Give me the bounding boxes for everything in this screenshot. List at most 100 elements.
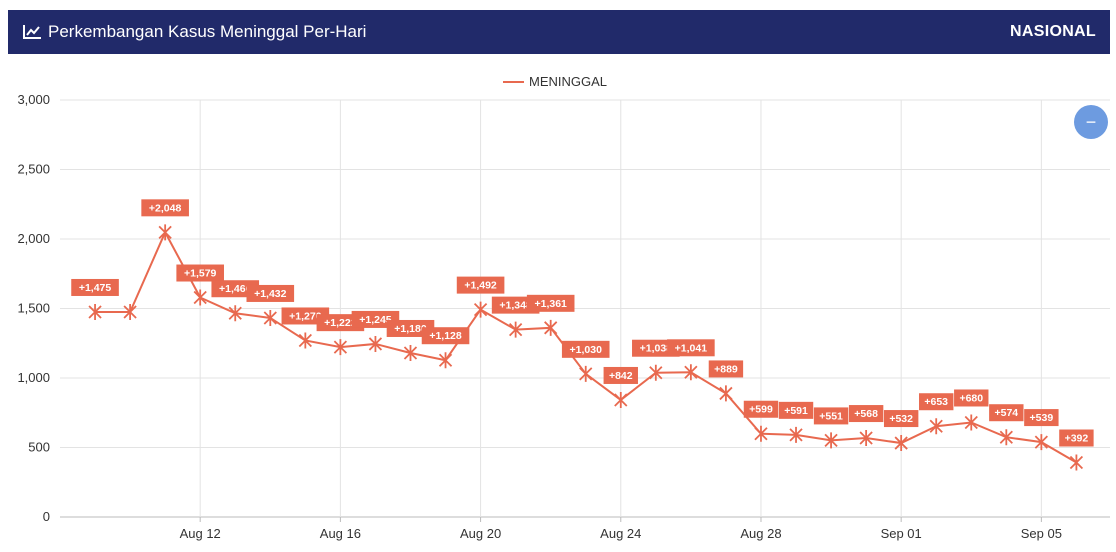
scope-label: NASIONAL <box>1010 23 1096 40</box>
svg-text:+568: +568 <box>854 408 878 420</box>
data-label: +2,048 <box>141 199 189 217</box>
y-tick-label: 3,000 <box>17 92 50 107</box>
svg-text:+1,579: +1,579 <box>184 268 217 280</box>
data-point[interactable] <box>614 391 628 408</box>
chart-title: Perkembangan Kasus Meninggal Per-Hari <box>48 22 367 41</box>
svg-text:+1,222: +1,222 <box>324 317 357 329</box>
data-label: +842 <box>603 366 638 384</box>
data-point[interactable] <box>473 301 488 318</box>
data-label: +1,041 <box>667 339 715 357</box>
data-label: +889 <box>708 360 744 378</box>
data-label: +1,361 <box>526 294 575 312</box>
svg-text:+842: +842 <box>609 370 633 382</box>
data-label: +392 <box>1059 429 1094 447</box>
svg-text:+574: +574 <box>994 407 1018 419</box>
y-tick-label: 2,000 <box>17 231 50 246</box>
svg-text:+539: +539 <box>1030 412 1054 424</box>
data-point[interactable] <box>1069 454 1084 471</box>
data-point[interactable] <box>859 430 873 447</box>
chart-header: Perkembangan Kasus Meninggal Per-Hari NA… <box>8 10 1110 54</box>
x-tick-label: Aug 24 <box>600 526 641 541</box>
grid-lines <box>60 99 1110 518</box>
svg-text:+680: +680 <box>959 392 983 404</box>
data-label: +1,579 <box>176 264 224 282</box>
minus-icon: − <box>1085 112 1097 132</box>
svg-text:+551: +551 <box>819 410 843 422</box>
data-point[interactable] <box>193 289 207 306</box>
svg-text:+1,348: +1,348 <box>499 300 532 312</box>
header-title-group: Perkembangan Kasus Meninggal Per-Hari <box>22 22 366 42</box>
data-point[interactable] <box>579 365 593 382</box>
data-label: +653 <box>919 393 954 411</box>
svg-text:+1,038: +1,038 <box>640 343 673 355</box>
data-point[interactable] <box>438 352 453 369</box>
data-point[interactable] <box>368 335 383 352</box>
data-label: +539 <box>1024 409 1059 427</box>
data-label: +568 <box>848 405 884 423</box>
svg-text:+1,030: +1,030 <box>570 344 603 356</box>
y-axis: 0 500 1,000 1,500 2,000 2,500 3,000 <box>17 92 50 524</box>
svg-text:+1,245: +1,245 <box>359 314 392 326</box>
data-point[interactable] <box>649 364 663 381</box>
y-tick-label: 1,500 <box>17 301 50 316</box>
svg-text:+1,361: +1,361 <box>534 298 567 310</box>
svg-text:+1,492: +1,492 <box>464 280 497 292</box>
data-point[interactable] <box>123 303 137 320</box>
data-point[interactable] <box>929 418 943 435</box>
data-point[interactable] <box>333 339 348 356</box>
y-tick-label: 2,500 <box>17 162 50 177</box>
data-labels: +1,475+2,048+1,579+1,466 +1,432+1,270+1,2… <box>71 199 1094 447</box>
x-axis: Aug 12 Aug 16 Aug 20 Aug 24 Aug 28 Sep 01 Sep … <box>180 517 1062 541</box>
data-label: +1,492 <box>456 276 505 294</box>
data-label: +1,432 <box>246 284 295 302</box>
data-point[interactable] <box>88 303 102 320</box>
data-point[interactable] <box>298 332 312 349</box>
data-point[interactable] <box>1034 434 1048 451</box>
x-tick-label: Aug 20 <box>460 526 501 541</box>
data-point[interactable] <box>964 414 978 431</box>
data-point[interactable] <box>754 425 768 442</box>
data-point[interactable] <box>263 309 277 326</box>
svg-text:+532: +532 <box>889 413 913 425</box>
x-tick-label: Aug 12 <box>180 526 221 541</box>
data-label: +574 <box>989 404 1024 422</box>
y-tick-label: 500 <box>28 440 50 455</box>
data-point[interactable] <box>508 321 523 338</box>
svg-text:+599: +599 <box>749 404 773 416</box>
svg-text:+1,475: +1,475 <box>79 282 112 294</box>
x-tick-label: Aug 28 <box>740 526 781 541</box>
x-tick-label: Aug 16 <box>320 526 361 541</box>
data-point[interactable] <box>228 305 242 322</box>
data-label: +1,475 <box>71 278 119 296</box>
data-label: +1,030 <box>561 340 610 358</box>
data-point[interactable] <box>544 319 558 336</box>
svg-text:+2,048: +2,048 <box>149 202 182 214</box>
data-label: +1,128 <box>421 327 470 345</box>
x-tick-label: Sep 01 <box>881 526 922 541</box>
data-point[interactable] <box>999 429 1013 446</box>
x-tick-label: Sep 05 <box>1021 526 1062 541</box>
svg-text:+1,128: +1,128 <box>429 330 462 342</box>
data-label: +591 <box>778 401 814 419</box>
data-point[interactable] <box>824 432 838 449</box>
svg-text:+1,466: +1,466 <box>219 283 252 295</box>
data-point[interactable] <box>684 364 698 381</box>
data-point[interactable] <box>894 435 908 452</box>
data-point[interactable] <box>719 385 733 402</box>
data-label: +599 <box>743 400 779 418</box>
data-point[interactable] <box>403 344 418 361</box>
data-point[interactable] <box>158 224 172 241</box>
svg-text:+1,180: +1,180 <box>394 323 427 335</box>
data-label: +680 <box>954 389 989 407</box>
series-meninggal <box>88 224 1084 471</box>
y-tick-label: 0 <box>43 509 50 524</box>
svg-text:+392: +392 <box>1065 433 1089 445</box>
legend[interactable]: MENINGGAL <box>503 74 607 89</box>
data-label: +532 <box>883 410 919 428</box>
zoom-out-button[interactable]: − <box>1074 105 1108 139</box>
svg-text:+1,432: +1,432 <box>254 288 287 300</box>
line-chart-icon <box>23 25 41 39</box>
svg-text:+1,041: +1,041 <box>675 342 708 354</box>
data-point[interactable] <box>789 426 803 443</box>
